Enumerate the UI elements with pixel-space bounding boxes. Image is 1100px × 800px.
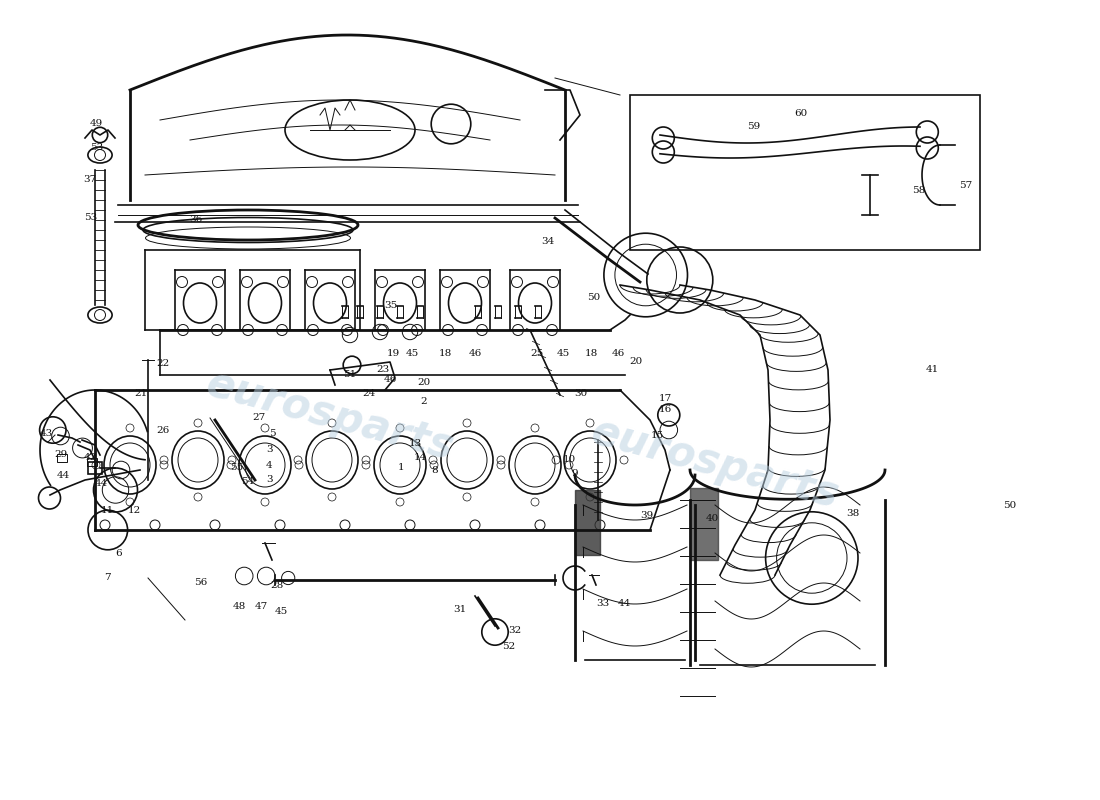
Bar <box>630 95 980 250</box>
Text: 20: 20 <box>417 378 430 387</box>
Text: 40: 40 <box>706 514 719 523</box>
Polygon shape <box>575 490 600 555</box>
Text: 39: 39 <box>640 511 653 521</box>
Text: 9: 9 <box>571 469 578 478</box>
Text: 11: 11 <box>101 506 114 515</box>
Text: 37: 37 <box>84 175 97 185</box>
Text: 6: 6 <box>116 549 122 558</box>
Text: 55: 55 <box>230 463 243 473</box>
Text: 44: 44 <box>57 471 70 481</box>
Text: 43: 43 <box>40 429 53 438</box>
Text: 45: 45 <box>557 349 570 358</box>
Text: 4: 4 <box>266 461 273 470</box>
Text: 45: 45 <box>406 349 419 358</box>
Text: 28: 28 <box>271 581 284 590</box>
Text: 29: 29 <box>54 450 67 459</box>
Text: 45: 45 <box>275 607 288 617</box>
Text: 46: 46 <box>384 375 397 385</box>
Text: 18: 18 <box>585 349 598 358</box>
Text: 32: 32 <box>508 626 521 635</box>
Text: 15: 15 <box>651 431 664 441</box>
Text: 58: 58 <box>912 186 925 195</box>
Text: 42: 42 <box>84 453 97 462</box>
Text: 50: 50 <box>587 293 601 302</box>
Text: eurosparts: eurosparts <box>201 362 459 470</box>
Text: 56: 56 <box>194 578 207 587</box>
Text: 53: 53 <box>84 213 97 222</box>
Text: 38: 38 <box>846 509 859 518</box>
Text: 17: 17 <box>659 394 672 403</box>
Text: 60: 60 <box>794 109 807 118</box>
Text: 51: 51 <box>343 370 356 379</box>
Text: 21: 21 <box>134 389 147 398</box>
Text: 31: 31 <box>453 605 466 614</box>
Text: 46: 46 <box>612 349 625 358</box>
Text: 22: 22 <box>156 359 169 369</box>
Text: 26: 26 <box>156 426 169 435</box>
Text: 24: 24 <box>362 389 375 398</box>
Text: 13: 13 <box>409 439 422 449</box>
Text: 53: 53 <box>90 143 103 153</box>
Text: 25: 25 <box>530 349 543 358</box>
Text: eurosparts: eurosparts <box>586 410 844 518</box>
Text: 50: 50 <box>1003 501 1016 510</box>
Text: 48: 48 <box>233 602 246 611</box>
Text: 12: 12 <box>128 506 141 515</box>
Text: 3: 3 <box>266 475 273 485</box>
Polygon shape <box>690 488 718 560</box>
Text: 19: 19 <box>387 349 400 358</box>
Text: 27: 27 <box>252 413 265 422</box>
Text: 30: 30 <box>574 389 587 398</box>
Text: 46: 46 <box>469 349 482 358</box>
Text: 20: 20 <box>629 357 642 366</box>
Text: 18: 18 <box>439 349 452 358</box>
Text: 34: 34 <box>541 237 554 246</box>
Text: 16: 16 <box>659 405 672 414</box>
Text: 7: 7 <box>104 573 111 582</box>
Text: 59: 59 <box>747 122 760 131</box>
Text: 52: 52 <box>502 642 515 651</box>
Text: 57: 57 <box>959 181 972 190</box>
Bar <box>57 454 67 462</box>
Text: 44: 44 <box>618 599 631 609</box>
Text: 54: 54 <box>241 477 254 486</box>
Text: 23: 23 <box>376 365 389 374</box>
Text: 47: 47 <box>255 602 268 611</box>
Text: 44: 44 <box>95 479 108 489</box>
Bar <box>87 458 97 466</box>
Text: 2: 2 <box>420 397 427 406</box>
Text: 14: 14 <box>414 453 427 462</box>
Text: 41: 41 <box>926 365 939 374</box>
Text: 3: 3 <box>266 445 273 454</box>
Text: 10: 10 <box>563 455 576 465</box>
Bar <box>88 462 102 474</box>
Text: 8: 8 <box>431 466 438 475</box>
Text: 1: 1 <box>398 463 405 473</box>
Text: 35: 35 <box>384 301 397 310</box>
Text: 5: 5 <box>270 429 276 438</box>
Text: 49: 49 <box>90 119 103 129</box>
Text: 36: 36 <box>189 215 202 225</box>
Text: 33: 33 <box>596 599 609 609</box>
